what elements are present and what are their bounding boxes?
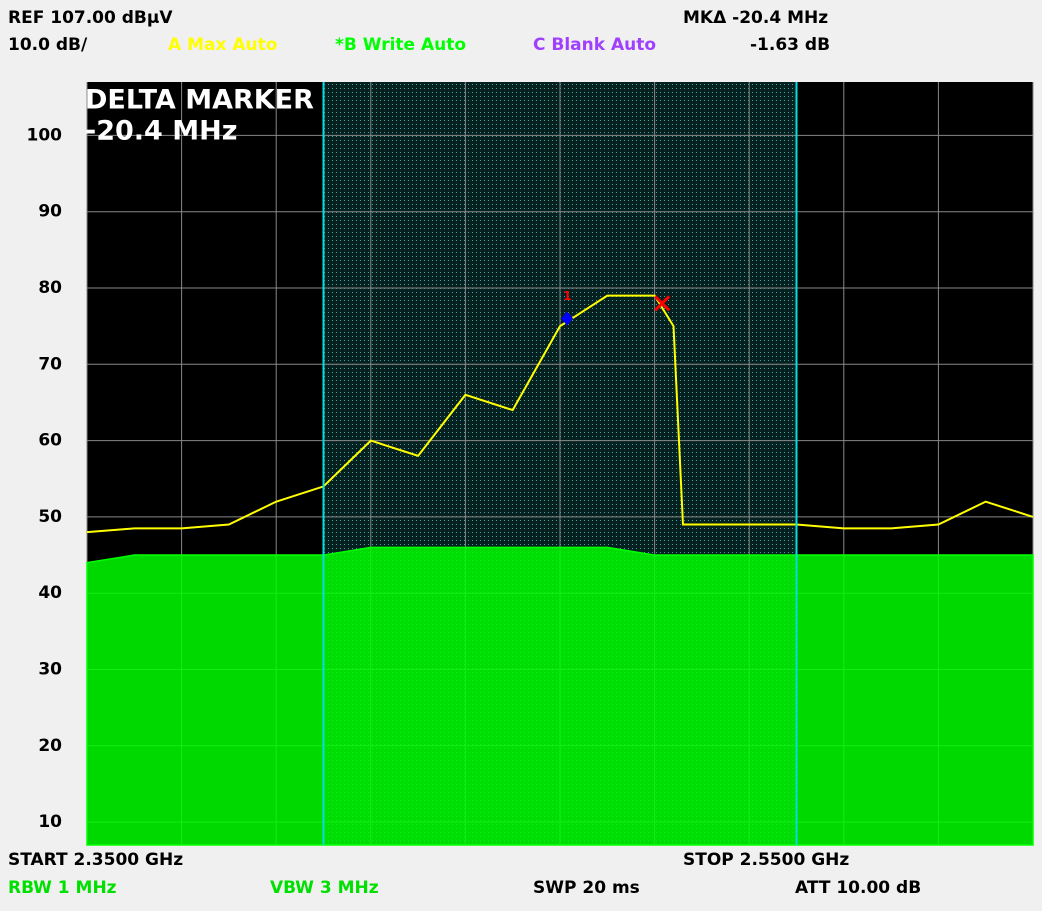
- rbw: RBW 1 MHz: [8, 878, 117, 898]
- delta-marker: [654, 295, 671, 312]
- vbw: VBW 3 MHz: [270, 878, 379, 898]
- marker-freq: MKΔ -20.4 MHz: [683, 8, 828, 28]
- legend-a: A Max Auto: [168, 35, 277, 55]
- stop-freq: STOP 2.5500 GHz: [683, 850, 849, 870]
- y-tick-label: 90: [38, 202, 62, 222]
- trace-a: [86, 294, 1034, 534]
- sweep: SWP 20 ms: [533, 878, 640, 898]
- annotation: DELTA MARKER: [85, 85, 314, 116]
- y-tick-label: 100: [27, 125, 63, 145]
- y-tick-label: 80: [38, 278, 62, 298]
- y-tick-label: 10: [38, 812, 62, 832]
- marker-1: [561, 311, 574, 326]
- annotation: -20.4 MHz: [85, 116, 237, 147]
- legend-c: C Blank Auto: [533, 35, 656, 55]
- ref-level: REF 107.00 dBµV: [8, 8, 173, 28]
- y-tick-label: 40: [38, 583, 62, 603]
- y-tick-label: 50: [38, 507, 62, 527]
- trace-b: [86, 546, 1034, 846]
- start-freq: START 2.3500 GHz: [8, 850, 183, 870]
- y-tick-label: 20: [38, 736, 62, 756]
- y-tick-label: 60: [38, 431, 62, 451]
- y-tick-label: 30: [38, 660, 62, 680]
- y-tick-label: 70: [38, 354, 62, 374]
- scale: 10.0 dB/: [8, 35, 88, 55]
- marker-level: -1.63 dB: [750, 35, 830, 55]
- marker-1-label: 1: [563, 289, 571, 303]
- attenuation: ATT 10.00 dB: [795, 878, 921, 898]
- legend-b: *B Write Auto: [335, 35, 466, 55]
